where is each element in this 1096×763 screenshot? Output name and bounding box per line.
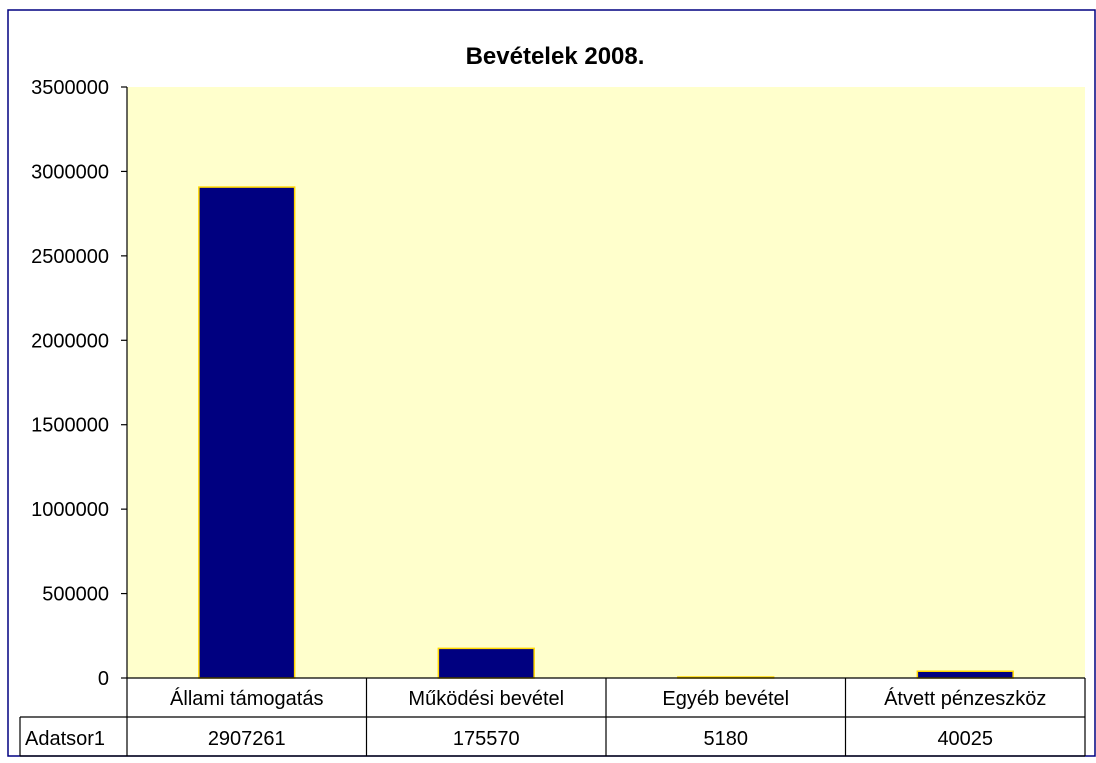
bar: [437, 647, 535, 679]
bar: [916, 670, 1014, 679]
data-label: 40025: [937, 728, 993, 750]
data-label: 2907261: [208, 728, 286, 750]
y-tick-label: 3500000: [31, 77, 109, 99]
data-table: Állami támogatás Működési bevétel Egyéb be…: [19, 677, 1086, 757]
bars: [198, 186, 1014, 679]
chart-title: Bevételek 2008.: [466, 43, 645, 70]
y-axis: 0 500000 1000000 1500000 2000000 2500000 30000…: [31, 77, 128, 690]
data-label: 175570: [453, 728, 520, 750]
y-tick-label: 1000000: [31, 499, 109, 521]
x-tick-label: Működési bevétel: [408, 688, 564, 710]
x-tick-label: Állami támogatás: [170, 687, 323, 710]
y-tick-label: 2000000: [31, 330, 109, 352]
data-label: 5180: [704, 728, 749, 750]
y-tick-label: 0: [98, 668, 109, 690]
bar: [198, 186, 296, 679]
x-tick-label: Egyéb bevétel: [662, 688, 789, 710]
y-tick-label: 2500000: [31, 246, 109, 268]
x-tick-label: Átvett pénzeszköz: [884, 687, 1046, 710]
y-tick-label: 1500000: [31, 415, 109, 437]
y-tick-label: 500000: [42, 584, 109, 606]
series-name: Adatsor1: [25, 728, 105, 750]
y-tick-label: 3000000: [31, 161, 109, 183]
